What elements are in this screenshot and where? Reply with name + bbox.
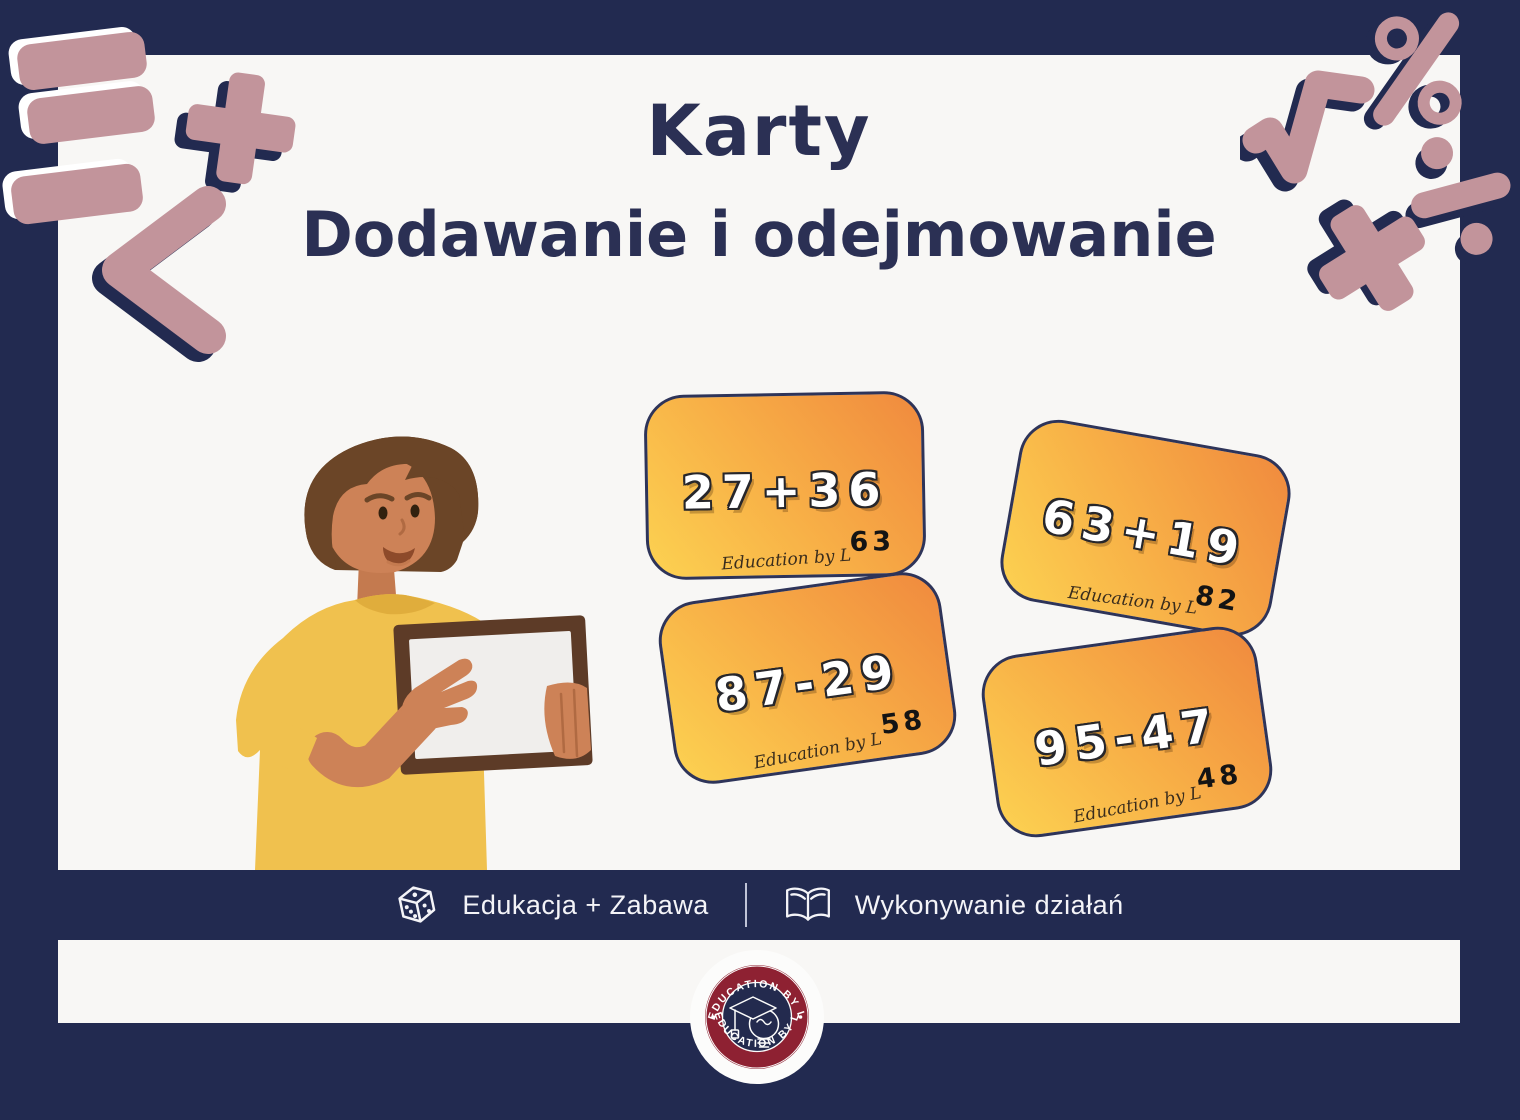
title-block: Karty Dodawanie i odejmowanie	[58, 96, 1460, 266]
footer-label-operations: Wykonywanie działań	[854, 889, 1124, 920]
footer-divider	[744, 883, 747, 927]
open-book-icon	[785, 887, 830, 921]
lightbulb-graduation-cap-icon	[729, 996, 780, 1048]
footer-label-education-fun: Edukacja + Zabawa	[462, 889, 709, 920]
boy-with-board-illustration	[236, 436, 593, 870]
plus-icon	[174, 72, 296, 193]
card-expression: 27+36	[681, 461, 889, 520]
percent-icon	[1363, 12, 1462, 130]
card-signature: Education by L	[720, 545, 852, 575]
education-by-l-logo: EDUCATION BY L EDUCATION BY L	[690, 950, 824, 1084]
page-title: Karty	[646, 90, 872, 172]
card-expression: 87-29	[711, 643, 905, 723]
card-expression: 63+19	[1038, 488, 1252, 578]
multiplication-icon	[1307, 199, 1425, 311]
math-card: 95-47 48 Education by L	[976, 621, 1278, 843]
right-math-decorations	[1240, 12, 1511, 311]
footer-band: Edukacja + Zabawa Wykonywanie działań	[58, 872, 1460, 938]
math-card: 87-29 58 Education by L	[653, 567, 962, 789]
page-subtitle: Dodawanie i odejmowanie	[301, 198, 1217, 271]
left-math-decorations	[2, 26, 296, 362]
square-root-icon	[1240, 70, 1375, 192]
dice-icon	[398, 886, 436, 923]
equals-bars-icon	[2, 26, 155, 225]
math-card: 27+36 63 Education by L	[643, 390, 927, 581]
division-icon	[1405, 137, 1511, 265]
less-than-icon	[92, 186, 226, 362]
